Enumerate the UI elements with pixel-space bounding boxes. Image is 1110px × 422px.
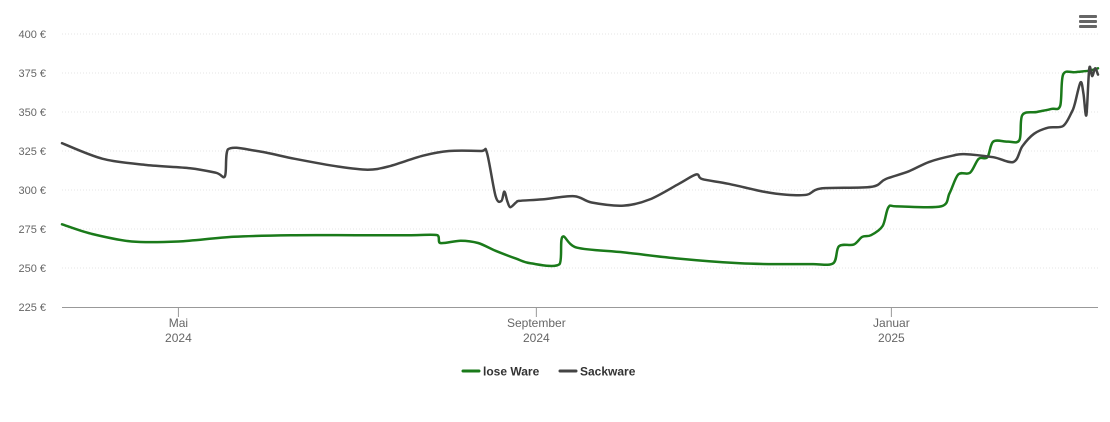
menu-bar: [1079, 20, 1097, 23]
y-tick-label: 400 €: [18, 29, 46, 41]
hamburger-menu-icon[interactable]: [1079, 15, 1097, 28]
grid-lines: [62, 33, 1098, 269]
legend-label: lose Ware: [483, 365, 540, 379]
legend-label: Sackware: [580, 365, 636, 379]
series-line-sackware[interactable]: [60, 65, 1100, 209]
x-tick-year: 2025: [878, 331, 905, 345]
legend[interactable]: lose Ware Sackware: [461, 365, 636, 379]
menu-bar: [1079, 15, 1097, 18]
legend-item[interactable]: lose Ware: [461, 365, 540, 379]
x-tick-year: 2024: [165, 331, 192, 345]
y-tick-label: 225 €: [18, 302, 46, 314]
y-tick-label: 275 €: [18, 224, 46, 236]
legend-item[interactable]: Sackware: [558, 365, 636, 379]
x-tick-month: Mai: [169, 316, 188, 330]
x-tick-month: Januar: [873, 316, 910, 330]
y-axis-labels: 225 € 250 € 275 € 300 € 325 € 350 € 375 € 400 €: [18, 29, 46, 314]
y-tick-label: 350 €: [18, 107, 46, 119]
series-lines: [60, 65, 1100, 268]
y-tick-label: 300 €: [18, 185, 46, 197]
x-tick-year: 2024: [523, 331, 550, 345]
y-tick-label: 375 €: [18, 68, 46, 80]
series-line-lose-ware[interactable]: [60, 67, 1100, 268]
y-tick-label: 250 €: [18, 263, 46, 275]
x-tick-month: September: [507, 316, 566, 330]
menu-bar: [1079, 25, 1097, 28]
y-tick-label: 325 €: [18, 146, 46, 158]
